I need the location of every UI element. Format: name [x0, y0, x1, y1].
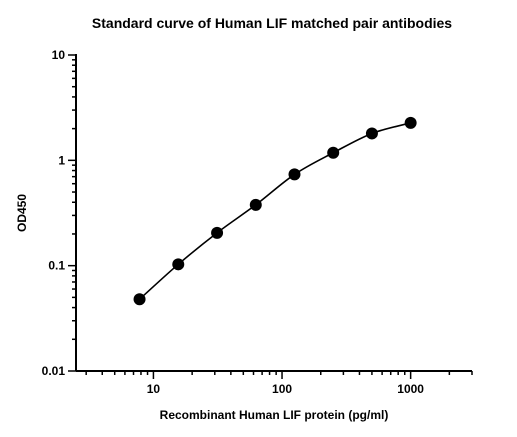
fit-curve — [139, 122, 411, 300]
y-tick-label: 10 — [52, 48, 66, 62]
x-tick-label: 10 — [147, 382, 161, 396]
data-points — [133, 116, 417, 306]
data-point — [133, 293, 146, 306]
data-point — [211, 226, 224, 239]
x-tick-label: 100 — [272, 382, 292, 396]
x-tick-label: 1000 — [397, 382, 424, 396]
x-axis-label: Recombinant Human LIF protein (pg/ml) — [160, 408, 389, 422]
data-point — [327, 146, 340, 159]
tick-labels: 0.01 0.1 1 10 10 100 1000 — [42, 48, 425, 396]
y-tick-label: 0.01 — [42, 364, 66, 378]
data-point — [404, 116, 417, 129]
y-tick-label: 1 — [58, 153, 65, 167]
y-tick-label: 0.1 — [48, 259, 65, 273]
data-point — [365, 127, 378, 140]
chart-title: Standard curve of Human LIF matched pair… — [92, 15, 452, 31]
data-point — [172, 258, 185, 271]
y-axis-label: OD450 — [15, 194, 29, 232]
data-point — [288, 168, 301, 181]
data-point — [249, 198, 262, 211]
axis-ticks — [68, 54, 473, 379]
axes — [75, 54, 472, 372]
